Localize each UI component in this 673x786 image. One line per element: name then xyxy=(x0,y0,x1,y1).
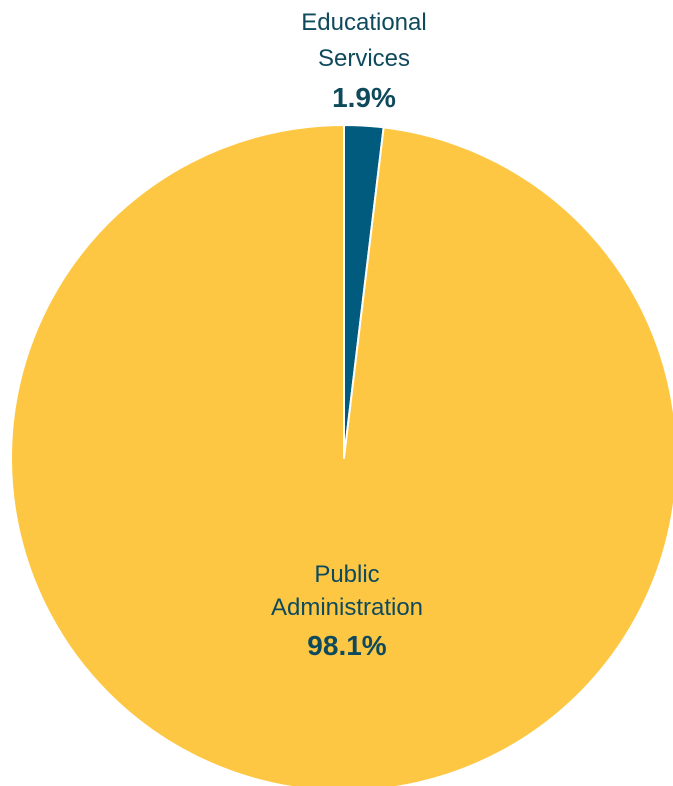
slice-label-educational-services-line2: Services xyxy=(318,45,410,72)
slice-value-public-administration: 98.1% xyxy=(307,630,386,661)
pie-slices xyxy=(10,124,673,786)
pie-slice-public-administration xyxy=(10,124,673,786)
slice-label-group-educational-services: Educational Services 1.9% xyxy=(301,9,426,113)
slice-label-educational-services-line1: Educational xyxy=(301,9,426,36)
slice-label-group-public-administration: Public Administration 98.1% xyxy=(271,561,423,661)
slice-value-educational-services: 1.9% xyxy=(332,82,396,113)
slice-label-public-administration-line2: Administration xyxy=(271,594,423,621)
slice-label-public-administration-line1: Public xyxy=(314,561,379,588)
